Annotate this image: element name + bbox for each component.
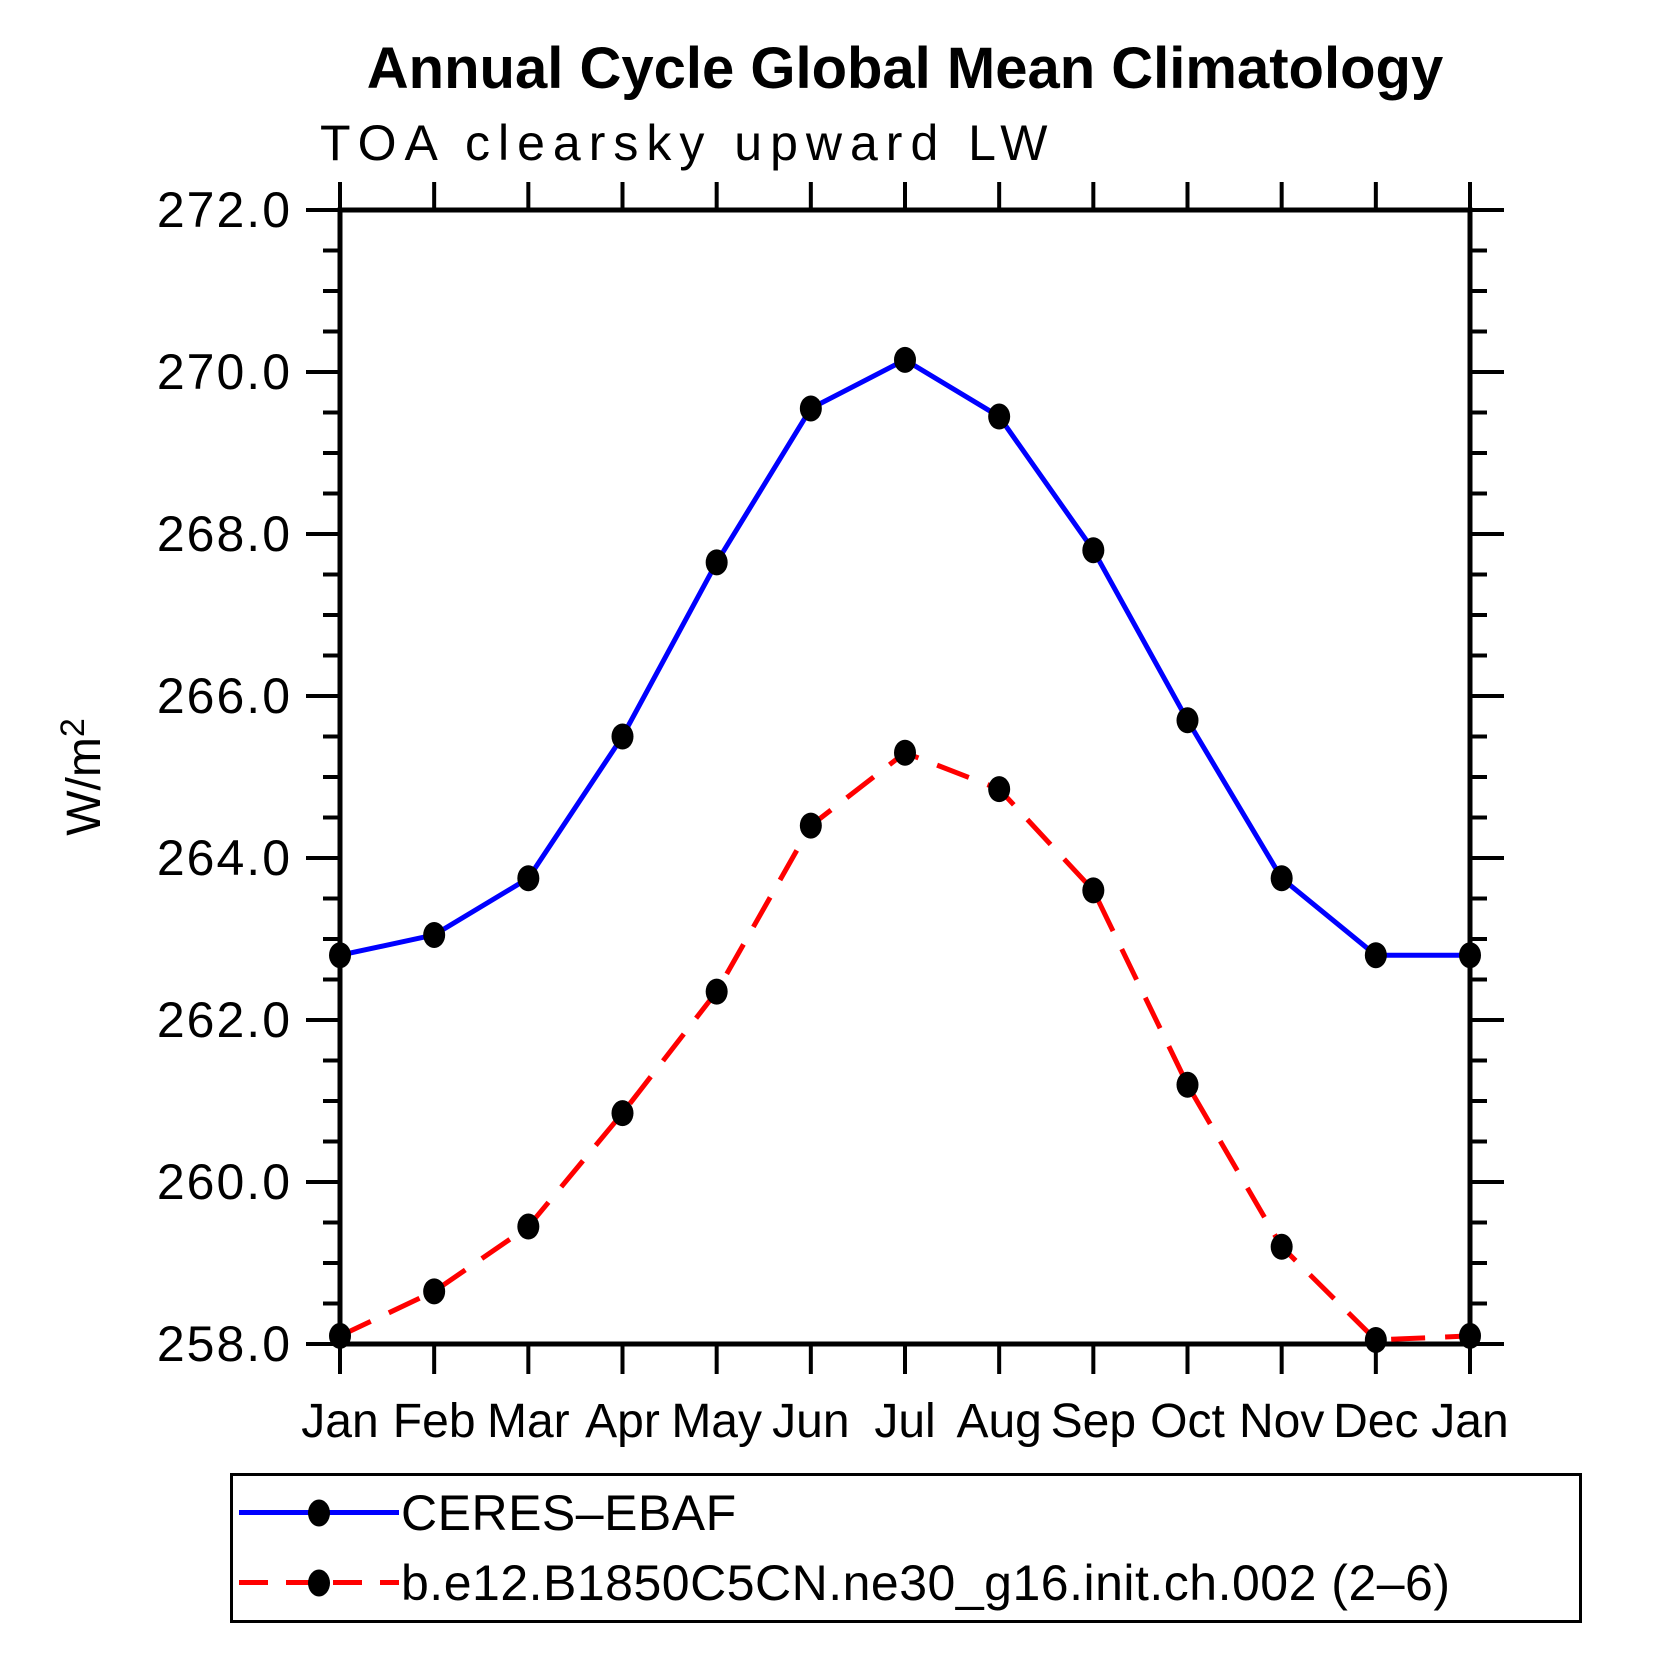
chart-subtitle: TOA clearsky upward LW xyxy=(320,115,1055,171)
legend-line-sample xyxy=(239,1569,399,1597)
y-tick-label: 262.0 xyxy=(157,992,292,1048)
data-point-marker xyxy=(988,403,1011,430)
data-point-marker xyxy=(423,1278,446,1305)
x-tick-label: Feb xyxy=(393,1395,476,1448)
data-point-marker xyxy=(517,865,540,892)
data-point-marker xyxy=(1176,1071,1199,1098)
data-point-marker xyxy=(705,978,728,1005)
data-point-marker xyxy=(988,776,1011,803)
x-tick-label: Sep xyxy=(1051,1395,1136,1448)
data-point-marker xyxy=(894,739,916,766)
data-point-marker xyxy=(1364,1326,1387,1353)
y-axis-label-superscript: 2 xyxy=(54,718,92,737)
data-point-marker xyxy=(611,1100,634,1127)
x-tick-label: Oct xyxy=(1150,1395,1225,1448)
x-tick-label: Mar xyxy=(487,1395,570,1448)
marker-dot-icon xyxy=(308,1499,330,1527)
y-tick-label: 260.0 xyxy=(157,1154,292,1210)
y-tick-label: 270.0 xyxy=(157,344,292,400)
series-line-0 xyxy=(339,356,1470,958)
legend-entry-model: b.e12.B1850C5CN.ne30_g16.init.ch.002 (2–… xyxy=(233,1551,1579,1615)
marker-dot-icon xyxy=(308,1569,330,1597)
series-markers-0 xyxy=(329,346,1481,969)
data-point-marker xyxy=(1459,1322,1481,1349)
data-point-marker xyxy=(611,723,634,750)
x-tick-label: Jul xyxy=(874,1395,935,1448)
x-tick-label: Nov xyxy=(1239,1395,1324,1448)
y-axis-label-base: W/m xyxy=(58,737,111,836)
x-tick-label: Aug xyxy=(956,1395,1041,1448)
y-axis-label: W/m2 xyxy=(54,718,111,836)
plot-area: 258.0 260.0 262.0 264.0 266.0 268.0 270.0 272.0… xyxy=(157,182,1509,1448)
y-tick-label: 258.0 xyxy=(157,1316,292,1372)
y-tick-label: 264.0 xyxy=(157,830,292,886)
data-point-marker xyxy=(1176,707,1199,734)
x-tick-label: Jan xyxy=(301,1395,378,1448)
x-tick-label: Apr xyxy=(585,1395,660,1448)
axis-ticks xyxy=(306,182,1504,1374)
x-tick-label: Jan xyxy=(1431,1395,1508,1448)
y-tick-label: 272.0 xyxy=(157,182,292,238)
x-tick-label: Jun xyxy=(772,1395,849,1448)
plot-frame xyxy=(337,207,1473,1347)
y-tick-label: 266.0 xyxy=(157,668,292,724)
data-point-marker xyxy=(329,942,351,969)
data-point-marker xyxy=(1270,865,1293,892)
legend-entry-observation: CERES–EBAF xyxy=(233,1481,1579,1545)
data-point-marker xyxy=(517,1213,540,1240)
data-point-marker xyxy=(705,549,728,576)
chart-title: Annual Cycle Global Mean Climatology xyxy=(367,36,1443,101)
legend-label: b.e12.B1850C5CN.ne30_g16.init.ch.002 (2–… xyxy=(401,1554,1451,1611)
data-point-marker xyxy=(799,395,822,422)
legend-label: CERES–EBAF xyxy=(401,1485,737,1542)
data-point-marker xyxy=(1364,942,1387,969)
data-point-marker xyxy=(1082,877,1105,904)
data-point-marker xyxy=(894,346,916,373)
data-point-marker xyxy=(1270,1233,1293,1260)
y-tick-label: 268.0 xyxy=(157,506,292,562)
data-point-marker xyxy=(329,1322,351,1349)
x-tick-label: May xyxy=(671,1395,762,1448)
series-markers-1 xyxy=(329,739,1481,1353)
data-point-marker xyxy=(1459,942,1481,969)
data-point-marker xyxy=(423,921,446,948)
legend-line-sample xyxy=(239,1499,399,1527)
series-line-1 xyxy=(338,749,1471,1343)
data-point-marker xyxy=(799,812,822,839)
axis-tick-labels: 258.0 260.0 262.0 264.0 266.0 268.0 270.0 272.0… xyxy=(157,182,1509,1448)
x-tick-label: Dec xyxy=(1333,1395,1418,1448)
data-point-marker xyxy=(1082,537,1105,564)
legend: CERES–EBAF b.e12.B1850C5CN.ne30_g16.init… xyxy=(230,1473,1582,1623)
